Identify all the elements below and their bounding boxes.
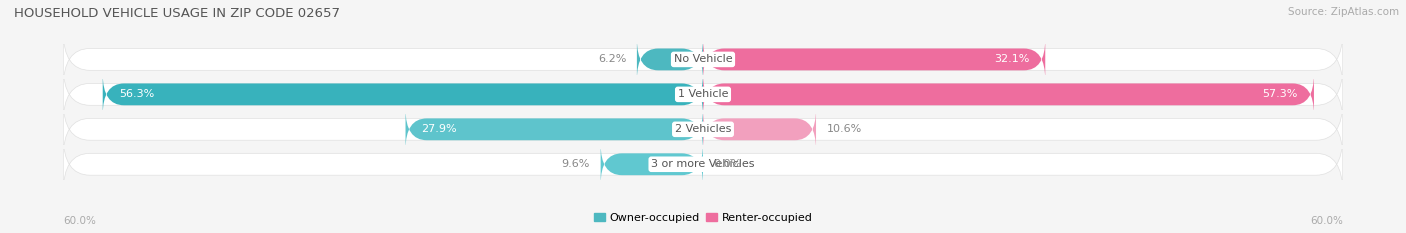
Text: 56.3%: 56.3% (118, 89, 155, 99)
Text: 60.0%: 60.0% (1310, 216, 1343, 226)
Text: 32.1%: 32.1% (994, 55, 1029, 64)
FancyBboxPatch shape (703, 74, 1315, 115)
Text: 10.6%: 10.6% (827, 124, 862, 134)
Text: No Vehicle: No Vehicle (673, 55, 733, 64)
Text: 57.3%: 57.3% (1263, 89, 1298, 99)
Text: 2 Vehicles: 2 Vehicles (675, 124, 731, 134)
Text: 9.6%: 9.6% (561, 159, 591, 169)
FancyBboxPatch shape (63, 101, 1343, 158)
Text: 60.0%: 60.0% (63, 216, 96, 226)
Text: HOUSEHOLD VEHICLE USAGE IN ZIP CODE 02657: HOUSEHOLD VEHICLE USAGE IN ZIP CODE 0265… (14, 7, 340, 20)
Text: Source: ZipAtlas.com: Source: ZipAtlas.com (1288, 7, 1399, 17)
Text: 0.0%: 0.0% (714, 159, 742, 169)
FancyBboxPatch shape (63, 66, 1343, 123)
FancyBboxPatch shape (703, 109, 815, 150)
FancyBboxPatch shape (405, 109, 703, 150)
FancyBboxPatch shape (63, 136, 1343, 192)
Text: 1 Vehicle: 1 Vehicle (678, 89, 728, 99)
FancyBboxPatch shape (103, 74, 703, 115)
FancyBboxPatch shape (703, 39, 1045, 80)
Text: 27.9%: 27.9% (422, 124, 457, 134)
FancyBboxPatch shape (63, 31, 1343, 88)
FancyBboxPatch shape (600, 144, 703, 185)
Legend: Owner-occupied, Renter-occupied: Owner-occupied, Renter-occupied (592, 210, 814, 225)
Text: 6.2%: 6.2% (598, 55, 626, 64)
FancyBboxPatch shape (637, 39, 703, 80)
Text: 3 or more Vehicles: 3 or more Vehicles (651, 159, 755, 169)
